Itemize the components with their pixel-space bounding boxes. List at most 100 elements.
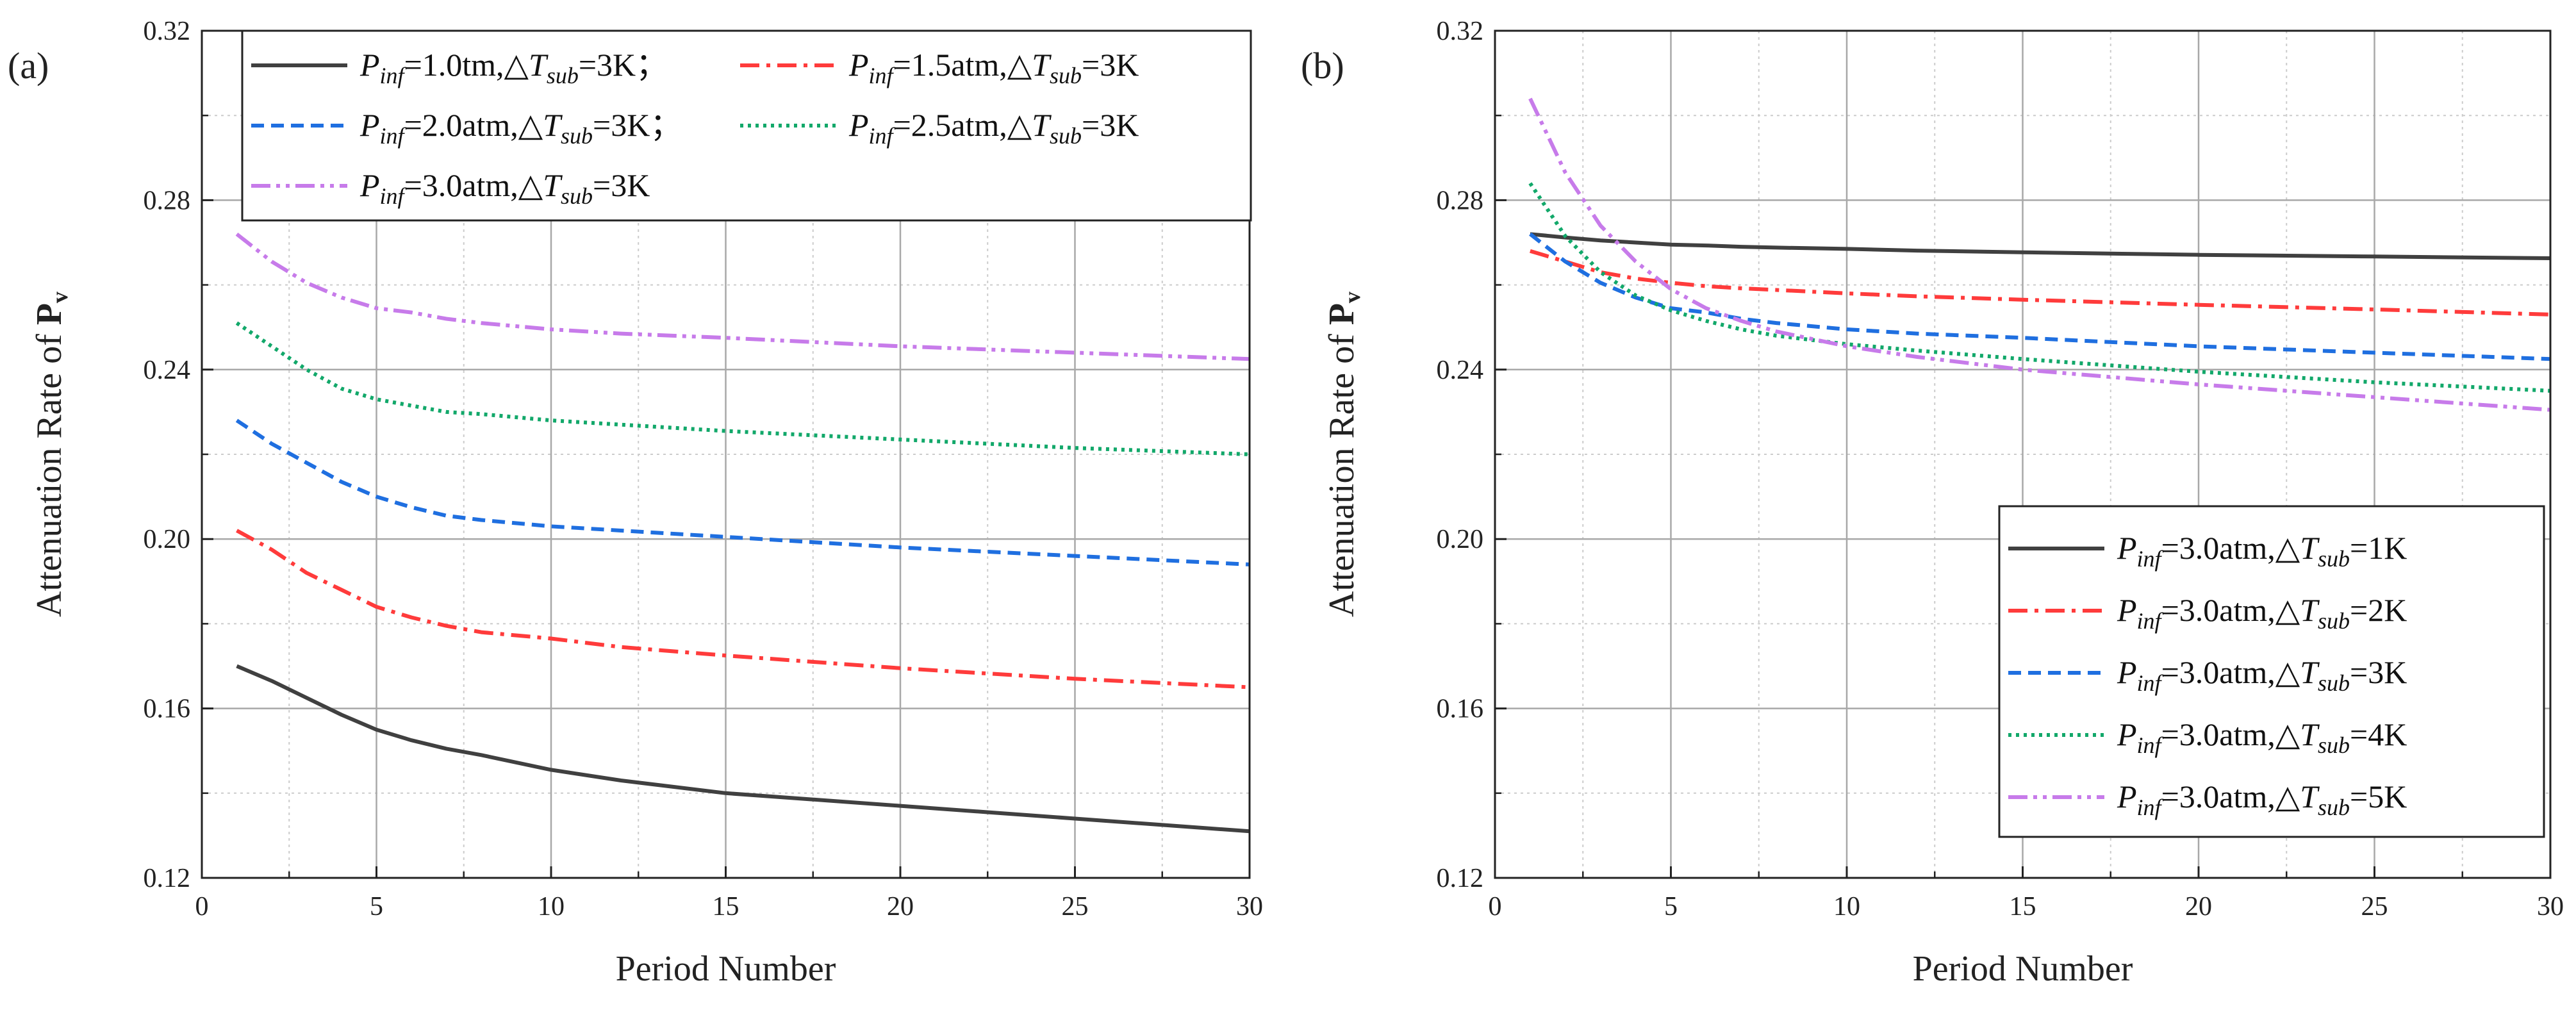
- legend-p: P: [359, 167, 380, 203]
- y-axis-label-text: Attenuation Rate of: [29, 325, 69, 617]
- legend-label-3: Pinf=3.0atm,△Tsub=3K: [2117, 654, 2407, 696]
- legend-p-sub: inf: [2137, 732, 2165, 758]
- legend-t: T: [1032, 107, 1052, 143]
- legend-p: P: [359, 47, 380, 83]
- y-tick-label: 0.20: [144, 525, 191, 554]
- legend-p-sub: inf: [2137, 608, 2165, 634]
- series-line-5: [235, 232, 1250, 361]
- legend-box: [241, 29, 1252, 222]
- x-tick-label: 10: [538, 892, 565, 921]
- legend-t: T: [2300, 592, 2320, 628]
- legend-t: T: [2300, 654, 2320, 690]
- y-tick-label: 0.28: [1437, 186, 1484, 215]
- legend-tail: =5K: [2350, 779, 2407, 814]
- legend-t: T: [2300, 779, 2320, 814]
- series-line-3: [235, 418, 1250, 566]
- series-line-4: [235, 321, 1250, 456]
- legend-t-sub: sub: [2318, 608, 2350, 634]
- y-axis-label-subscript: v: [47, 292, 72, 303]
- legend-p-sub: inf: [380, 123, 408, 149]
- legend-p: P: [2117, 530, 2137, 566]
- x-tick-label: 20: [2185, 892, 2212, 921]
- legend-tail: =2K: [2350, 592, 2407, 628]
- legend-mid: =2.5atm,△: [893, 107, 1032, 143]
- x-tick-label: 25: [1062, 892, 1089, 921]
- legend-mid: =2.0atm,△: [404, 107, 543, 143]
- legend-t: T: [2300, 716, 2320, 752]
- legend-mid: =3.0atm,△: [2161, 779, 2300, 814]
- legend-p-sub: inf: [869, 63, 896, 88]
- legend-p-sub: inf: [2137, 546, 2165, 572]
- legend-mid: =3.0atm,△: [2161, 592, 2300, 628]
- legend-tail: =1K: [2350, 530, 2407, 566]
- legend-p: P: [2117, 592, 2137, 628]
- panel-label: (a): [8, 45, 49, 87]
- legend-tail: =3K: [593, 167, 650, 203]
- legend-p-sub: inf: [869, 123, 896, 149]
- series-line-2: [236, 529, 1250, 689]
- x-axis-label: Period Number: [616, 949, 836, 989]
- legend-tail: =3K；: [579, 47, 668, 83]
- y-tick-label: 0.12: [144, 864, 191, 893]
- x-tick-label: 15: [713, 892, 739, 921]
- legend-label-2: Pinf=3.0atm,△Tsub=2K: [2117, 592, 2407, 634]
- y-tick-label: 0.20: [1437, 525, 1484, 554]
- y-tick-label: 0.32: [144, 17, 191, 46]
- y-axis-label-text: Attenuation Rate of: [1322, 325, 1362, 617]
- x-tick-label: 0: [1489, 892, 1502, 921]
- legend-t-sub: sub: [2318, 670, 2350, 696]
- legend-label-5: Pinf=3.0atm,△Tsub=3K: [359, 167, 650, 209]
- legend-label-1: Pinf=3.0atm,△Tsub=1K: [2117, 530, 2407, 572]
- series-line-1: [236, 664, 1250, 834]
- legend-t: T: [543, 107, 563, 143]
- panel-b: 0 5 10 15 20 25 30 0.12 0.16 0.20 0.24 0.28 0.32 Peri…: [1301, 17, 2564, 989]
- legend-t-sub: sub: [561, 183, 593, 209]
- legend-p: P: [2117, 654, 2137, 690]
- legend-label-1: Pinf=1.0tm,△Tsub=3K；: [359, 47, 668, 88]
- legend-label-4: Pinf=3.0atm,△Tsub=4K: [2117, 716, 2407, 758]
- x-tick-label: 25: [2361, 892, 2388, 921]
- series-line-1: [1530, 232, 2551, 260]
- x-tick-label: 5: [1664, 892, 1678, 921]
- legend-label-3: Pinf=2.0atm,△Tsub=3K；: [359, 107, 682, 149]
- ticks: 0 5 10 15 20 25 30 0.12 0.16 0.20 0.24 0.28 0.32: [144, 17, 1264, 921]
- x-tick-label: 10: [1833, 892, 1860, 921]
- series-line-3: [1529, 232, 2551, 361]
- legend-t: T: [2300, 530, 2320, 566]
- legend-mid: =1.0tm,△: [404, 47, 529, 83]
- legend-mid: =1.5atm,△: [893, 47, 1032, 83]
- panel-a: 0 5 10 15 20 25 30 0.12 0.16 0.20 0.24 0.28 0.32 Peri…: [8, 17, 1263, 989]
- legend-label-2: Pinf=1.5atm,△Tsub=3K: [848, 47, 1139, 88]
- y-tick-label: 0.24: [144, 356, 191, 385]
- series-line-4: [1528, 182, 2551, 393]
- legend-t: T: [543, 167, 563, 203]
- y-tick-label: 0.16: [1437, 695, 1484, 724]
- legend-tail: =3K: [1082, 107, 1139, 143]
- x-tick-label: 20: [887, 892, 914, 921]
- y-tick-label: 0.32: [1437, 17, 1484, 46]
- y-axis-label-symbol: P: [29, 303, 69, 325]
- series-lines: [235, 232, 1250, 834]
- legend-t: T: [529, 47, 549, 83]
- legend-mid: =3.0atm,△: [404, 167, 543, 203]
- legend-p: P: [848, 107, 869, 143]
- y-axis-label: Attenuation Rate of Pv: [1322, 292, 1365, 617]
- series-lines: [1528, 97, 2551, 412]
- legend-p-sub: inf: [2137, 795, 2165, 820]
- legend-label-4: Pinf=2.5atm,△Tsub=3K: [848, 107, 1139, 149]
- ticks: 0 5 10 15 20 25 30 0.12 0.16 0.20 0.24 0.28 0.32: [1437, 17, 2564, 921]
- y-axis-label-symbol: P: [1322, 303, 1362, 325]
- legend: Pinf=3.0atm,△Tsub=1KPinf=3.0atm,△Tsub=2K…: [1998, 505, 2545, 838]
- y-axis-label-subscript: v: [1339, 292, 1365, 303]
- legend-p: P: [848, 47, 869, 83]
- legend-p: P: [2117, 716, 2137, 752]
- legend-tail: =3K；: [593, 107, 682, 143]
- legend-t-sub: sub: [2318, 795, 2350, 820]
- y-tick-label: 0.12: [1437, 864, 1484, 893]
- legend-p: P: [2117, 779, 2137, 814]
- x-tick-label: 5: [370, 892, 383, 921]
- legend-mid: =3.0atm,△: [2161, 654, 2300, 690]
- legend-mid: =3.0atm,△: [2161, 530, 2300, 566]
- legend-p-sub: inf: [2137, 670, 2165, 696]
